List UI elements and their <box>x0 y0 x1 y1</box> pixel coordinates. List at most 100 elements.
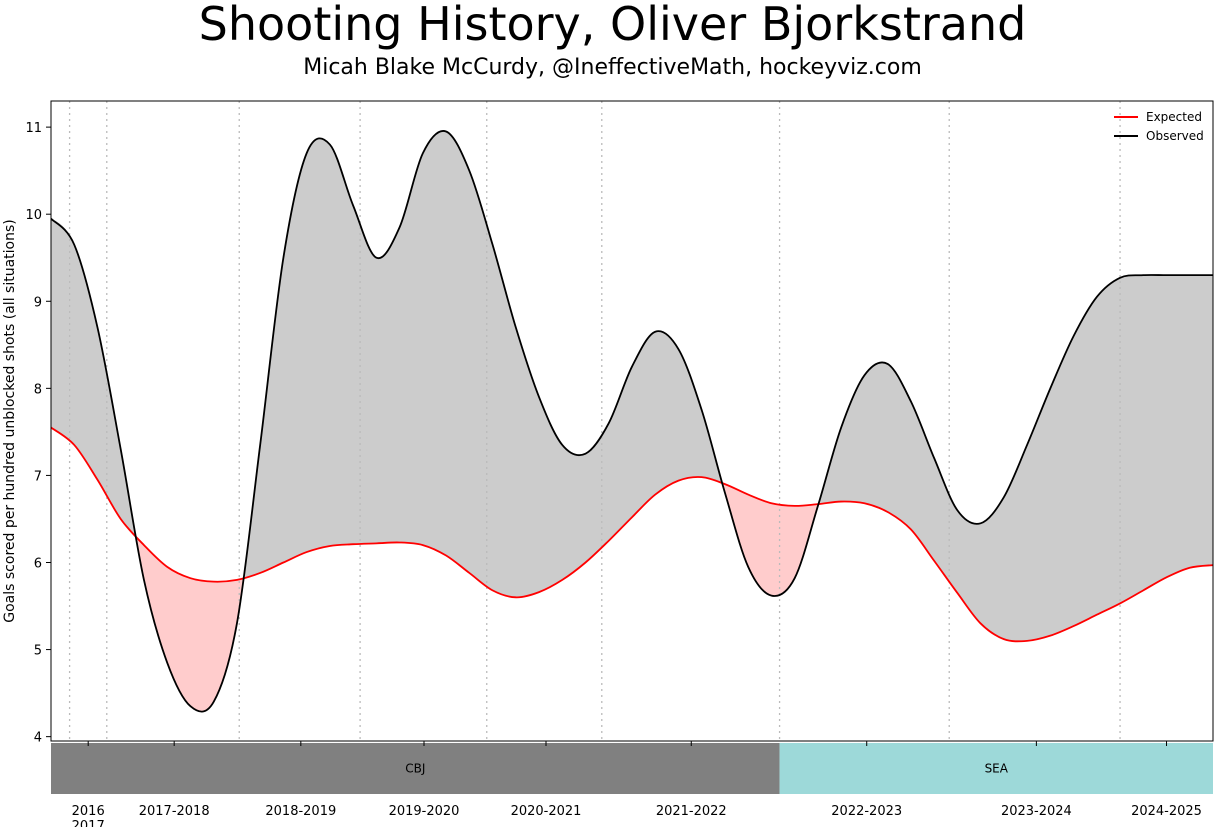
fill-observed-above-expected <box>405 200 409 544</box>
fill-observed-below-expected <box>750 495 755 579</box>
fill-observed-below-expected <box>219 581 223 690</box>
fill-observed-above-expected <box>88 290 92 472</box>
fill-observed-above-expected <box>1093 296 1098 617</box>
fill-observed-above-expected <box>898 378 903 523</box>
fill-observed-above-expected <box>437 130 441 553</box>
fill-observed-above-expected <box>625 372 630 524</box>
fill-observed-above-expected <box>544 411 549 591</box>
fill-observed-above-expected <box>1131 274 1135 598</box>
fill-observed-above-expected <box>1018 458 1022 642</box>
fill-observed-above-expected <box>294 181 299 558</box>
fill-observed-above-expected <box>286 223 290 562</box>
fill-observed-above-expected <box>451 135 456 563</box>
fill-observed-above-expected <box>1003 490 1008 641</box>
fill-observed-above-expected <box>97 327 101 486</box>
fill-observed-above-expected <box>390 239 395 543</box>
fill-observed-below-expected <box>765 501 769 596</box>
fill-observed-above-expected <box>265 371 270 572</box>
fill-observed-above-expected <box>463 156 467 572</box>
fill-observed-above-expected <box>1099 289 1103 614</box>
fill-observed-below-expected <box>172 570 177 685</box>
fill-observed-above-expected <box>1192 274 1196 568</box>
fill-observed-above-expected <box>614 402 618 536</box>
fill-observed-above-expected <box>442 130 447 557</box>
fill-observed-above-expected <box>102 354 107 496</box>
fill-observed-above-expected <box>306 146 310 553</box>
fill-observed-above-expected <box>858 378 862 504</box>
observed-line <box>51 130 1213 713</box>
fill-observed-above-expected <box>1151 274 1156 586</box>
fill-observed-above-expected <box>867 367 871 506</box>
fill-observed-above-expected <box>869 365 874 507</box>
fill-observed-above-expected <box>303 153 307 554</box>
fill-observed-below-expected <box>794 505 798 579</box>
fill-observed-above-expected <box>1145 274 1150 590</box>
x-tick-label: 2019-2020 <box>389 804 460 819</box>
fill-observed-below-expected <box>204 580 209 712</box>
fill-observed-below-expected <box>785 505 790 592</box>
fill-observed-above-expected <box>100 340 104 491</box>
team-band-sea <box>779 743 1213 794</box>
fill-observed-above-expected <box>1160 274 1164 581</box>
fill-observed-above-expected <box>570 452 575 575</box>
fill-observed-above-expected <box>1154 274 1159 585</box>
fill-observed-above-expected <box>387 244 392 544</box>
fill-observed-below-expected <box>768 502 772 597</box>
x-tick-label: 2016 <box>72 804 105 819</box>
fill-observed-above-expected <box>367 244 371 544</box>
fill-observed-above-expected <box>893 368 897 518</box>
fill-observed-below-expected <box>782 504 787 594</box>
fill-observed-above-expected <box>977 522 981 625</box>
fill-observed-above-expected <box>652 331 656 498</box>
fill-observed-above-expected <box>698 401 703 478</box>
fill-observed-above-expected <box>605 423 610 545</box>
fill-observed-above-expected <box>553 430 557 586</box>
fill-observed-above-expected <box>968 521 973 615</box>
fill-observed-above-expected <box>530 373 534 596</box>
fill-observed-above-expected <box>686 367 691 479</box>
fill-observed-above-expected <box>852 390 856 503</box>
fill-observed-above-expected <box>91 302 95 477</box>
fill-observed-below-expected <box>774 503 778 597</box>
fill-observed-below-expected <box>788 505 793 589</box>
fill-observed-above-expected <box>843 411 848 502</box>
fill-observed-above-expected <box>1203 274 1208 566</box>
fill-observed-above-expected <box>1000 496 1005 640</box>
fill-observed-above-expected <box>1096 292 1100 616</box>
fill-observed-below-expected <box>213 581 217 702</box>
fill-observed-above-expected <box>454 139 459 565</box>
fill-observed-above-expected <box>477 195 482 583</box>
fill-observed-above-expected <box>283 240 287 563</box>
fill-observed-above-expected <box>434 132 438 552</box>
fill-observed-above-expected <box>1116 277 1121 606</box>
fill-observed-above-expected <box>550 424 554 588</box>
fill-observed-above-expected <box>602 427 607 548</box>
fill-observed-above-expected <box>576 454 581 571</box>
fill-observed-above-expected <box>611 410 615 539</box>
fill-observed-above-expected <box>338 162 342 546</box>
fill-observed-above-expected <box>425 141 429 548</box>
fill-observed-above-expected <box>971 522 976 618</box>
fill-observed-above-expected <box>370 249 374 544</box>
fill-observed-above-expected <box>419 153 424 546</box>
y-tick-label: 10 <box>25 208 42 223</box>
fill-observed-above-expected <box>991 509 996 636</box>
fill-observed-below-expected <box>158 558 162 646</box>
fill-observed-above-expected <box>878 362 883 510</box>
fill-observed-below-expected <box>779 504 784 596</box>
fill-observed-below-expected <box>155 556 159 637</box>
fill-observed-below-expected <box>762 500 766 594</box>
fill-observed-above-expected <box>646 335 650 504</box>
fill-observed-above-expected <box>500 275 505 596</box>
fill-observed-above-expected <box>573 453 578 573</box>
fill-observed-above-expected <box>297 170 302 557</box>
fill-observed-above-expected <box>640 343 644 510</box>
fill-observed-above-expected <box>1058 361 1063 633</box>
fill-observed-above-expected <box>547 418 551 589</box>
fill-observed-above-expected <box>349 197 354 545</box>
fill-observed-above-expected <box>495 254 499 594</box>
fill-observed-above-expected <box>1169 274 1173 577</box>
fill-observed-above-expected <box>933 457 938 566</box>
plot-frame <box>50 100 1214 742</box>
fill-observed-above-expected <box>849 397 854 503</box>
